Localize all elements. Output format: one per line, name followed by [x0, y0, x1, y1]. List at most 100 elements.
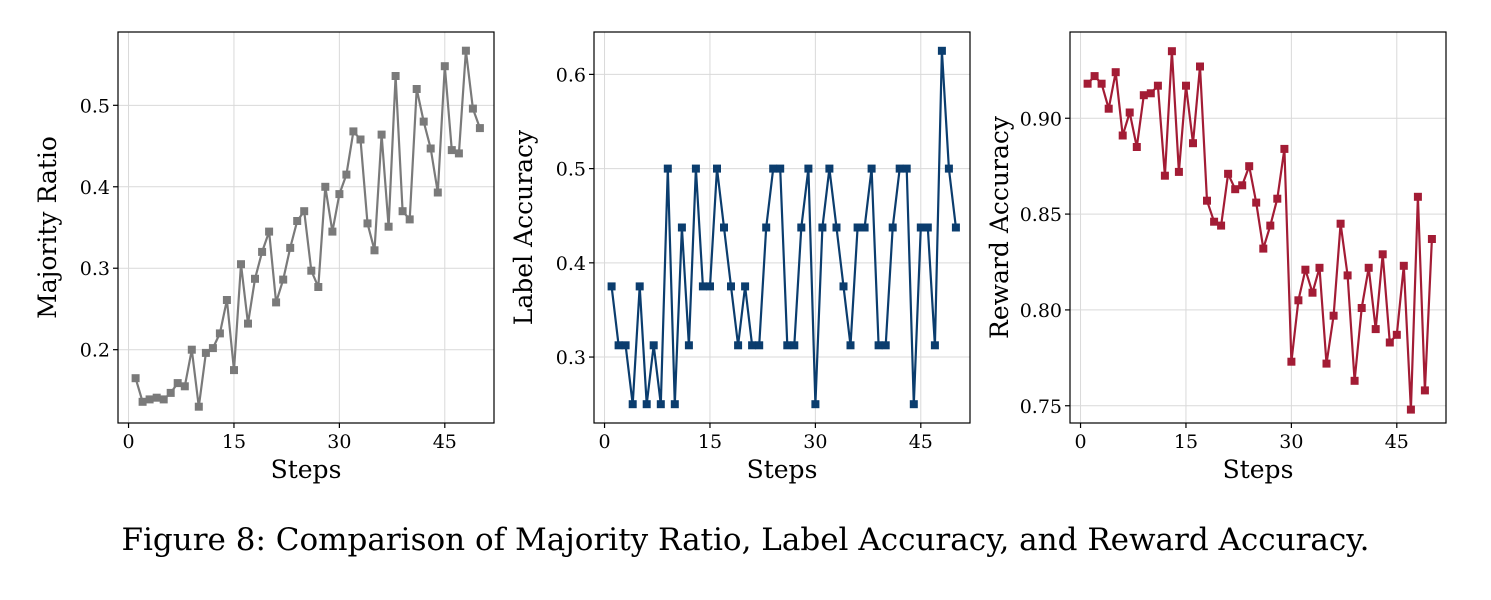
charts-canvas: 0 15 30 45 0.2 0.3 0.4 0.5 Steps Majority Ratio 0… [33, 31, 1447, 484]
series-line [1086, 50, 1433, 411]
data-point [1189, 139, 1197, 148]
data-point [1357, 304, 1366, 312]
label-accuracy-chart: 0 15 30 45 0.3 0.4 0.5 0.6 Steps Label Accuracy [509, 31, 971, 484]
data-point [663, 164, 672, 173]
data-point [335, 190, 344, 199]
x-tick-label: 45 [1385, 431, 1409, 453]
data-point [201, 348, 210, 357]
data-point [166, 388, 175, 397]
data-point [237, 260, 245, 269]
data-point [1308, 288, 1317, 297]
data-point [244, 319, 252, 328]
x-axis-label: Steps [271, 455, 342, 484]
data-point [698, 282, 707, 291]
data-point [1146, 89, 1155, 98]
data-point [677, 223, 686, 232]
data-point [1301, 265, 1310, 274]
x-tick-label: 0 [122, 431, 134, 453]
data-point [1252, 198, 1261, 207]
data-point [356, 135, 365, 144]
data-point [194, 402, 203, 411]
data-point [1203, 196, 1211, 205]
data-point [1231, 185, 1240, 194]
reward-accuracy-chart: 0 15 30 45 0.75 0.80 0.85 0.90 Steps Reward Accur… [985, 31, 1447, 484]
data-point [272, 298, 281, 307]
data-point [916, 223, 925, 232]
data-point [1182, 81, 1190, 90]
data-point [1217, 221, 1226, 230]
data-point [713, 164, 721, 173]
y-axis-label: Reward Accuracy [985, 115, 1014, 339]
y-tick-label: 0.3 [80, 258, 110, 280]
data-point [180, 382, 189, 391]
data-point [349, 127, 358, 136]
data-point [797, 223, 806, 232]
data-point [1413, 192, 1422, 201]
y-tick-label: 0.90 [1020, 108, 1062, 130]
data-point [691, 164, 700, 173]
x-tick-label: 30 [803, 431, 827, 453]
data-point [152, 393, 161, 402]
data-point [279, 275, 288, 284]
data-point [398, 207, 407, 216]
data-point [187, 345, 196, 354]
data-point [1294, 296, 1303, 305]
y-tick-label: 0.5 [80, 95, 110, 117]
data-point [342, 170, 351, 179]
x-tick-label: 30 [1279, 431, 1303, 453]
data-point [1336, 219, 1345, 228]
data-point [874, 341, 883, 350]
data-point [447, 146, 456, 155]
data-point [1083, 79, 1092, 88]
data-point [173, 379, 182, 388]
data-point [215, 329, 224, 338]
data-point [300, 207, 309, 216]
x-tick-label: 45 [909, 431, 933, 453]
data-point [1350, 376, 1359, 385]
y-tick-label: 0.2 [80, 340, 110, 362]
data-point [1245, 162, 1254, 171]
x-tick-label: 15 [698, 431, 722, 453]
data-point [1125, 108, 1134, 117]
data-point [839, 282, 848, 291]
data-point [222, 296, 231, 304]
data-point [1224, 169, 1233, 178]
data-point [251, 274, 259, 283]
y-tick-label: 0.3 [556, 347, 586, 369]
data-point [208, 344, 217, 353]
data-point [1210, 217, 1219, 226]
data-point [293, 217, 302, 225]
x-tick-label: 0 [1074, 431, 1086, 453]
data-point [321, 182, 330, 191]
data-point [720, 223, 728, 232]
data-point [475, 124, 484, 133]
y-tick-label: 0.6 [556, 64, 586, 86]
data-point [1238, 181, 1247, 190]
data-point [440, 62, 449, 71]
data-point [1160, 171, 1169, 180]
data-point [656, 400, 665, 409]
x-axis-label: Steps [1223, 455, 1294, 484]
data-point [328, 227, 337, 236]
data-point [825, 164, 834, 173]
data-point [138, 397, 147, 406]
data-point [923, 223, 932, 232]
data-point [1399, 261, 1408, 270]
x-tick-label: 30 [327, 431, 351, 453]
data-point [314, 283, 323, 291]
data-point [951, 223, 960, 232]
data-point [909, 400, 918, 409]
data-point [783, 341, 792, 350]
y-tick-label: 0.5 [556, 159, 586, 181]
data-point [1280, 144, 1289, 153]
data-point [461, 46, 470, 55]
data-point [1287, 357, 1296, 366]
data-point [818, 223, 827, 232]
data-point [635, 282, 644, 291]
data-point [1167, 47, 1176, 56]
data-point [649, 341, 658, 350]
data-point [769, 164, 778, 173]
data-point [670, 400, 679, 409]
data-point [412, 85, 421, 93]
